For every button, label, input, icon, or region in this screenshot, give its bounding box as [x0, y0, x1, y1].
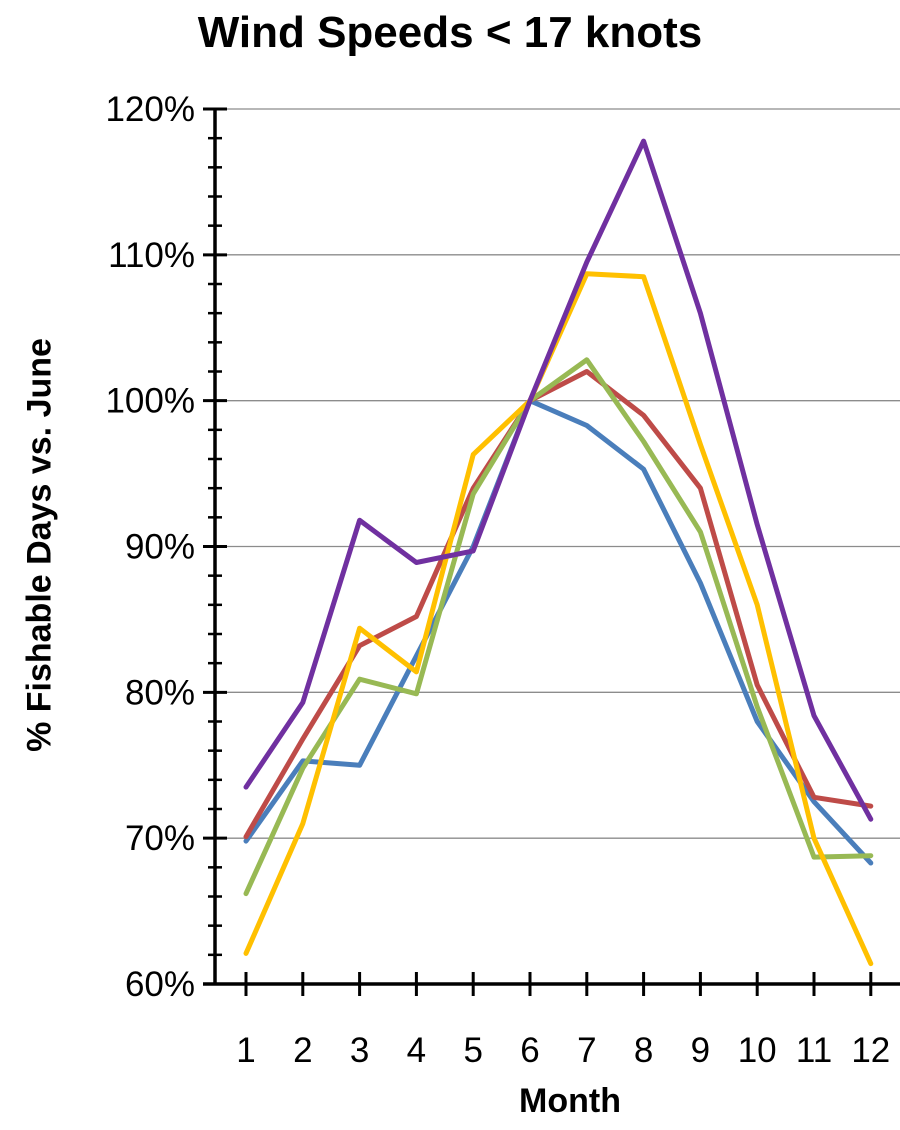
y-tick-label: 60%: [125, 965, 195, 1004]
series-line-5: [243, 138, 874, 822]
chart-title: Wind Speeds < 17 knots: [197, 8, 703, 57]
y-tick-label: 110%: [108, 236, 195, 275]
x-tick-label: 3: [350, 1031, 369, 1070]
x-tick-label: 6: [520, 1031, 539, 1070]
x-tick-label: 11: [796, 1031, 832, 1070]
y-tick-label: 120%: [105, 90, 195, 129]
axes: [203, 107, 900, 996]
x-tick-label: 1: [236, 1031, 255, 1070]
series-line-3: [243, 357, 874, 897]
x-tick-label: 2: [293, 1031, 312, 1070]
y-tick-label: 80%: [125, 673, 195, 712]
gridlines: [215, 108, 900, 839]
y-tick-label: 100%: [105, 382, 195, 421]
x-tick-label: 5: [463, 1031, 482, 1070]
tick-labels: 60%70%80%90%100%110%120%1 2 3 4 5 6 7 8 9 10 11 12: [105, 90, 890, 1070]
series-lines: [243, 138, 874, 967]
x-tick-label: 4: [407, 1031, 426, 1070]
series-line-2: [243, 369, 874, 840]
x-tick-label: 12: [851, 1031, 890, 1070]
x-tick-label: 7: [577, 1031, 596, 1070]
x-tick-label: 8: [634, 1031, 653, 1070]
x-axis-label: Month: [519, 1082, 621, 1120]
y-tick-label: 70%: [125, 819, 195, 858]
series-line-1: [243, 398, 874, 866]
y-tick-label: 90%: [125, 528, 195, 567]
x-tick-label: 10: [738, 1031, 777, 1070]
x-tick-label: 9: [691, 1031, 710, 1070]
